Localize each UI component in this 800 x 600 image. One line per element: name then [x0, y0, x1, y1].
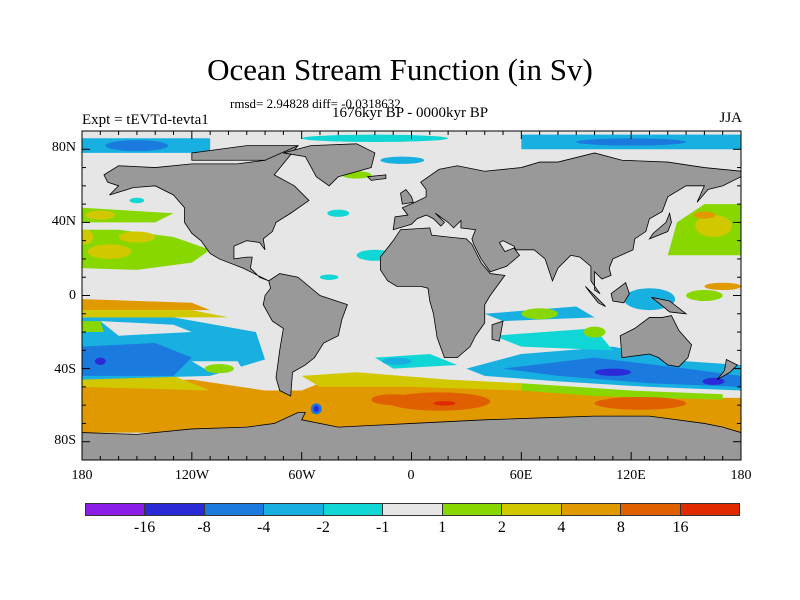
- field-contour: [594, 396, 687, 410]
- field-contour: [313, 405, 320, 413]
- new-guinea: [651, 296, 688, 315]
- greenland: [283, 143, 376, 187]
- field-contour: [85, 210, 115, 220]
- colorbar-label: 1: [438, 519, 447, 536]
- field-contour: [327, 209, 350, 217]
- lon-tick-label: 120E: [616, 468, 646, 483]
- lon-tick-label: 180: [730, 468, 752, 483]
- colorbar-label: 4: [557, 519, 566, 536]
- plot-title: Ocean Stream Function (in Sv): [207, 52, 593, 87]
- lat-tick-label: 80S: [54, 433, 76, 448]
- field-contour: [695, 215, 732, 238]
- colorbar-box: [502, 504, 562, 515]
- field-contour: [704, 282, 741, 291]
- field-contour: [433, 401, 456, 406]
- australia: [619, 315, 693, 368]
- sumatra: [585, 286, 606, 307]
- field-contour: [82, 229, 211, 270]
- south-america: [262, 273, 348, 397]
- colorbar-label: -1: [376, 519, 390, 536]
- field-contour: [82, 299, 211, 311]
- field-contour: [686, 290, 723, 301]
- field-contour: [301, 134, 449, 142]
- colorbar-label: -4: [256, 519, 271, 536]
- field-contour: [129, 197, 145, 204]
- field-contour: [702, 377, 725, 386]
- colorbar-label: -2: [316, 519, 330, 536]
- field-contour: [382, 357, 412, 365]
- field-contour: [100, 321, 192, 336]
- season-label: JJA: [719, 110, 742, 126]
- field-contour: [82, 310, 229, 318]
- colorbar-box: [680, 504, 739, 515]
- colorbar-box: [204, 504, 265, 515]
- lon-tick-label: 0: [407, 468, 415, 483]
- lat-tick-label: 0: [69, 288, 76, 303]
- field-contour: [82, 375, 211, 391]
- eurasia: [392, 152, 741, 295]
- colorbar-box: [86, 504, 146, 515]
- field-contour: [583, 326, 606, 338]
- colorbar-box: [264, 504, 324, 515]
- lon-tick-label: 60E: [509, 468, 533, 483]
- field-contour: [521, 383, 723, 400]
- field-contour: [82, 321, 104, 333]
- field-contour: [319, 274, 339, 280]
- colorbar-label: -16: [133, 519, 156, 536]
- lon-tick-label: 120W: [174, 468, 210, 483]
- colorbar-box: [561, 504, 622, 515]
- africa: [379, 227, 506, 359]
- field-contour: [693, 211, 716, 219]
- iceland: [366, 174, 387, 181]
- uk: [400, 188, 414, 205]
- land-masses: [82, 143, 741, 460]
- colorbar-box: [442, 504, 503, 515]
- field-contour: [576, 138, 687, 146]
- field-contour: [105, 140, 169, 152]
- lat-tick-label: 40N: [51, 214, 76, 229]
- field-contour: [94, 357, 106, 365]
- field-contour: [82, 229, 93, 245]
- colorbar-label: 8: [616, 519, 625, 536]
- field-contour: [371, 394, 416, 406]
- field-contour: [118, 231, 156, 243]
- lat-tick-label: 40S: [54, 362, 76, 377]
- field-contour: [301, 372, 522, 391]
- new-zealand: [716, 358, 739, 380]
- japan: [648, 211, 672, 240]
- colorbar-box: [323, 504, 384, 515]
- antarctica: [82, 412, 741, 460]
- colorbar: [85, 503, 740, 516]
- experiment-label: Expt = tEVTd-tevta1: [82, 112, 209, 128]
- field-contour: [204, 364, 234, 374]
- lon-tick-label: 180: [71, 468, 93, 483]
- field-contour: [493, 328, 613, 351]
- field-contour: [374, 353, 458, 369]
- lon-tick-label: 60W: [288, 468, 316, 483]
- lat-tick-label: 80N: [51, 140, 76, 155]
- borneo: [610, 282, 630, 304]
- field-contour: [82, 343, 192, 376]
- colorbar-box: [383, 504, 443, 515]
- field-contour: [521, 308, 558, 320]
- arctic-islands: [191, 145, 299, 161]
- field-contour: [380, 156, 425, 164]
- colorbar-label: 2: [497, 519, 506, 536]
- field-contour: [87, 244, 132, 259]
- axis-ticks: [81, 131, 742, 460]
- colorbar-box: [621, 504, 681, 515]
- colorbar-box: [145, 504, 205, 515]
- field-contour: [594, 368, 632, 376]
- stats-text: rmsd= 2.94828 diff= -0.0318632: [230, 96, 401, 111]
- colorbar-label: 16: [672, 519, 689, 536]
- colorbar-label: -8: [197, 519, 211, 536]
- madagascar: [491, 320, 504, 342]
- period-text: 1676kyr BP - 0000kyr BP: [331, 105, 489, 121]
